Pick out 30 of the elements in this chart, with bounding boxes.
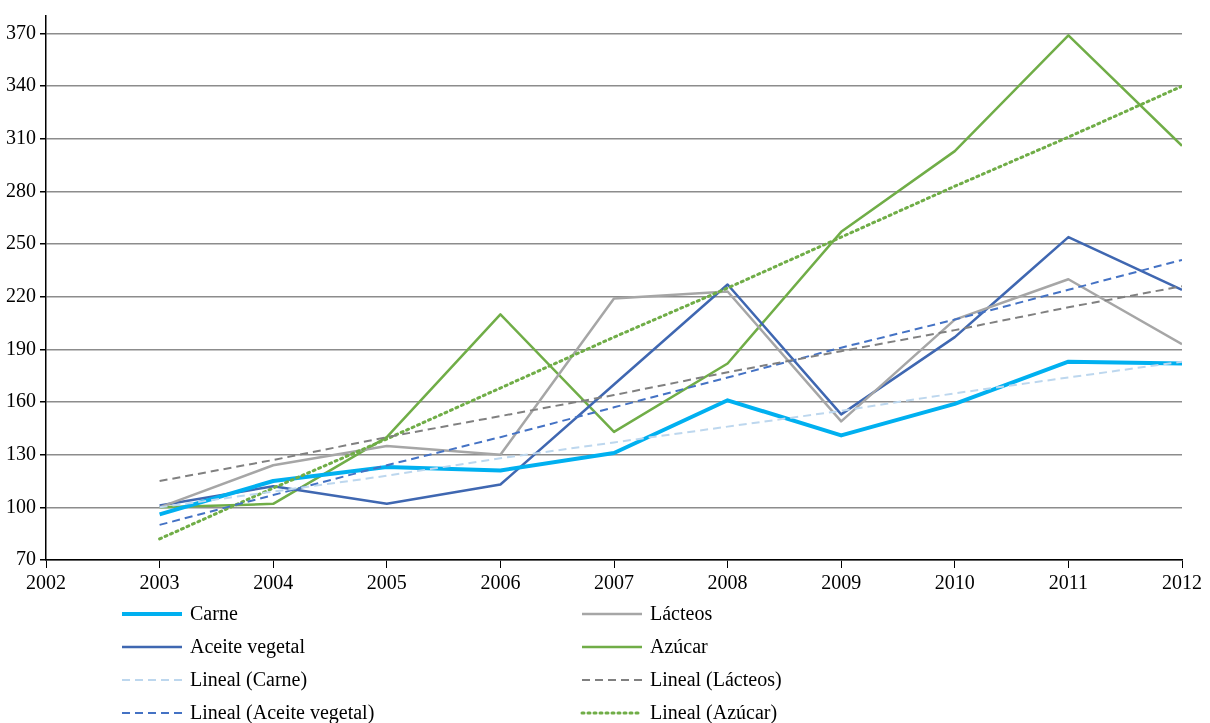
- legend-label: Lineal (Carne): [190, 668, 308, 691]
- x-tick-label: 2003: [139, 571, 180, 594]
- legend-label: Carne: [190, 602, 238, 625]
- y-tick-label: 190: [6, 336, 36, 359]
- x-tick-label: 2010: [934, 571, 975, 594]
- x-tick-label: 2009: [821, 571, 862, 594]
- x-tick-label: 2002: [26, 571, 66, 594]
- legend-label: Lineal (Aceite vegetal): [190, 701, 375, 723]
- y-tick-label: 70: [16, 547, 36, 570]
- x-tick-label: 2004: [253, 571, 294, 594]
- x-tick-label: 2008: [707, 571, 748, 594]
- y-tick-label: 220: [6, 284, 36, 307]
- x-tick-label: 2011: [1048, 571, 1089, 594]
- y-tick-label: 280: [6, 178, 36, 201]
- legend-label: Azúcar: [650, 635, 708, 658]
- legend-label: Lineal (Lácteos): [650, 668, 782, 691]
- y-tick-label: 100: [6, 494, 36, 517]
- y-tick-label: 250: [6, 231, 36, 254]
- y-tick-label: 310: [6, 126, 36, 149]
- y-tick-label: 370: [6, 20, 36, 43]
- x-tick-label: 2006: [480, 571, 521, 594]
- x-tick-label: 2012: [1162, 571, 1202, 594]
- y-tick-label: 160: [6, 389, 36, 412]
- y-tick-label: 340: [6, 73, 36, 96]
- legend-label: Lácteos: [650, 602, 713, 625]
- y-tick-label: 130: [6, 441, 36, 464]
- legend-label: Lineal (Azúcar): [650, 701, 778, 723]
- legend-label: Aceite vegetal: [190, 635, 305, 658]
- x-tick-label: 2005: [366, 571, 407, 594]
- x-tick-label: 2007: [594, 571, 634, 594]
